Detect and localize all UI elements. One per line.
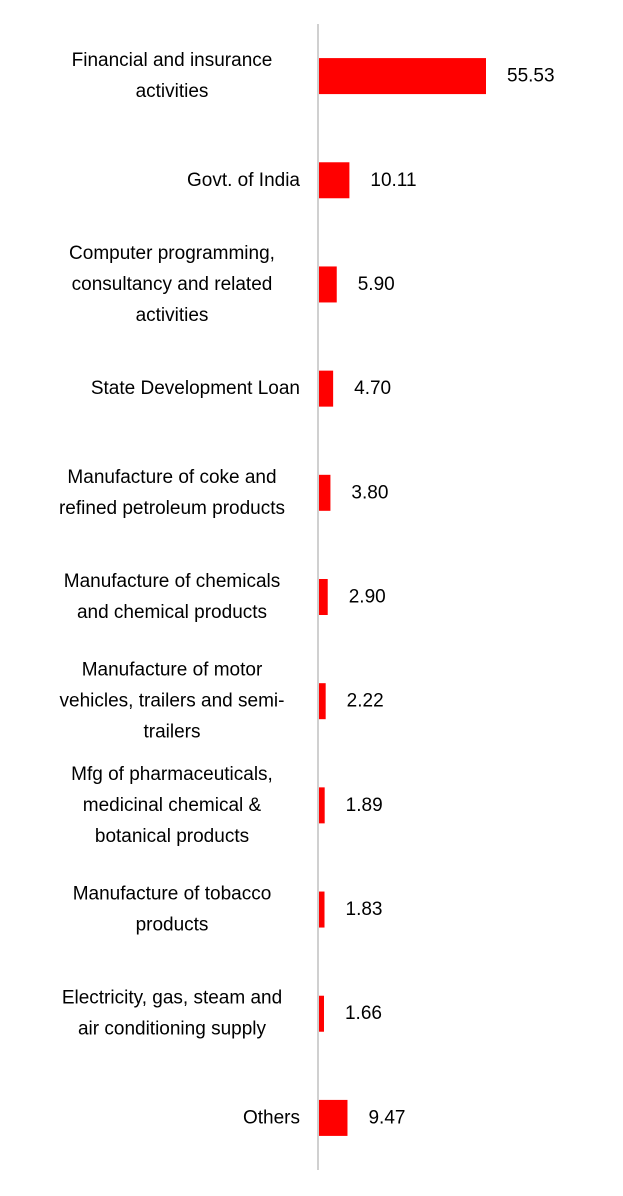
bar [319, 1099, 348, 1136]
bar [319, 474, 331, 511]
value-label: 9.47 [368, 1107, 405, 1128]
value-label: 2.22 [347, 691, 384, 712]
category-label: Manufacture of chemicals and chemical pro… [64, 571, 281, 623]
category-label-line: medicinal chemical & [83, 795, 262, 816]
category-label-line: air conditioning supply [78, 1019, 267, 1040]
value-label: 4.70 [354, 378, 391, 399]
bar [319, 579, 328, 615]
category-label-line: Electricity, gas, steam and [62, 988, 282, 1009]
value-label: 1.83 [346, 899, 383, 920]
value-label: 3.80 [351, 482, 388, 503]
bar [319, 787, 325, 824]
category-label: Others [243, 1107, 300, 1128]
category-label-line: Manufacture of coke and [67, 467, 276, 488]
category-labels-group: Financial and insurance activities Govt. o… [59, 50, 300, 1128]
category-label: Financial and insurance activities [72, 50, 273, 102]
category-label: Electricity, gas, steam and air condition… [62, 988, 282, 1040]
value-label: 1.89 [346, 795, 383, 816]
category-label-line: Others [243, 1107, 300, 1128]
value-label: 2.90 [349, 587, 386, 608]
category-label-line: botanical products [95, 826, 249, 847]
category-label-line: Govt. of India [187, 170, 300, 191]
category-label-line: activities [136, 305, 209, 326]
category-label: Govt. of India [187, 170, 300, 191]
category-label-line: Computer programming, [69, 243, 275, 264]
bar [319, 162, 350, 199]
category-label-line: consultancy and related [72, 274, 273, 295]
category-label-line: Manufacture of tobacco [73, 884, 272, 905]
bar [319, 683, 326, 720]
category-label: Manufacture of tobacco products [73, 884, 272, 936]
bar [319, 58, 486, 95]
value-label: 5.90 [358, 274, 395, 295]
category-label-line: activities [136, 81, 209, 102]
bars-group [319, 58, 486, 1136]
bar [319, 266, 337, 303]
value-label: 10.11 [370, 170, 416, 191]
category-label: Computer programming, consultancy and rel… [69, 243, 275, 326]
category-label-line: products [136, 915, 209, 936]
category-label-line: Manufacture of chemicals [64, 571, 281, 592]
category-label: State Development Loan [91, 378, 300, 399]
category-label-line: Financial and insurance [72, 50, 273, 71]
category-label-line: State Development Loan [91, 378, 300, 399]
bar [319, 370, 334, 407]
category-label: Manufacture of coke and refined petroleum… [59, 467, 285, 519]
bar [319, 891, 325, 928]
category-label-line: and chemical products [77, 602, 267, 623]
category-label-line: trailers [143, 722, 200, 743]
category-label: Mfg of pharmaceuticals, medicinal chemica… [71, 764, 273, 847]
category-label-line: vehicles, trailers and semi- [60, 691, 285, 712]
category-label-line: Mfg of pharmaceuticals, [71, 764, 273, 785]
category-label: Manufacture of motor vehicles, trailers a… [60, 660, 285, 743]
value-label: 1.66 [345, 1003, 382, 1024]
category-label-line: Manufacture of motor [82, 660, 263, 681]
bar [319, 995, 324, 1032]
value-label: 55.53 [507, 66, 555, 87]
category-label-line: refined petroleum products [59, 498, 285, 519]
value-labels-group: 55.53 10.11 5.90 4.70 3.80 2.90 2.22 1.89 1.83 1.… [345, 66, 555, 1129]
